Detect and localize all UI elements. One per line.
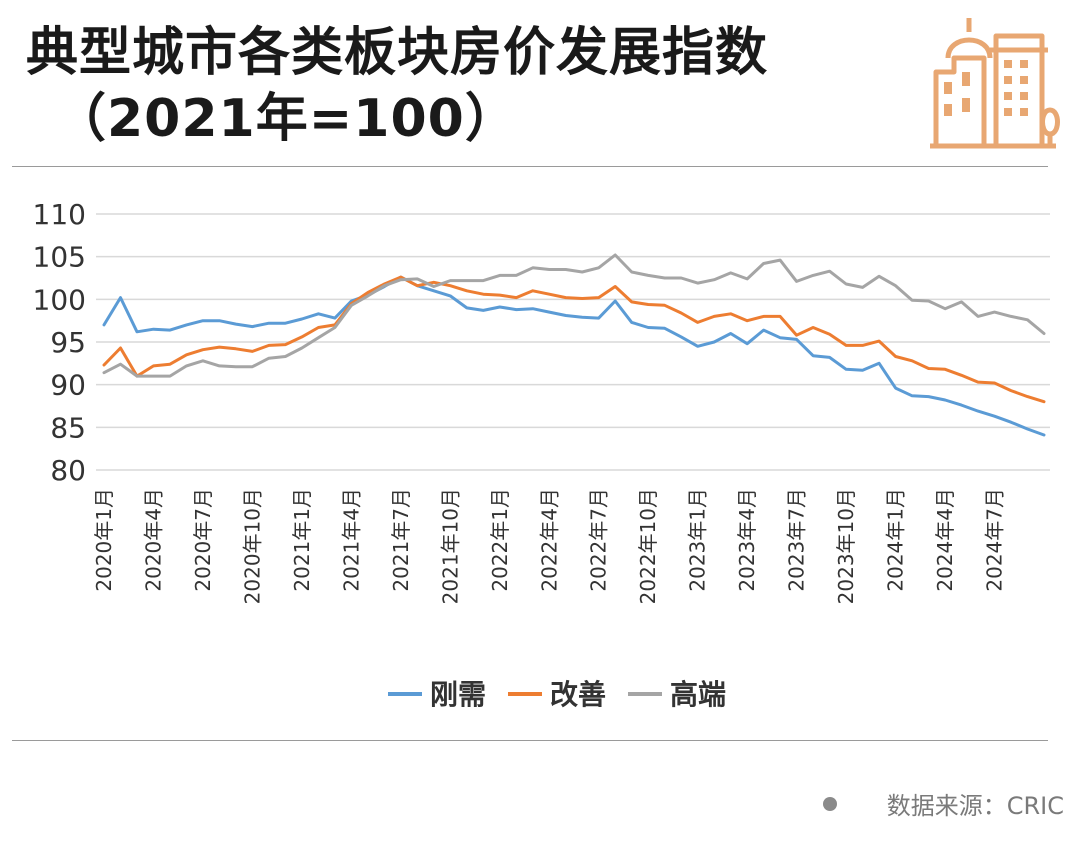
title-line-1: 典型城市各类板块房价发展指数 xyxy=(26,23,769,83)
top-divider xyxy=(12,166,1048,167)
y-tick-label: 110 xyxy=(33,198,86,231)
series-line-2 xyxy=(102,275,1046,404)
chart-title: 典型城市各类板块房价发展指数 （2021年=100） xyxy=(26,20,768,152)
x-tick-label: 2021年10月 xyxy=(438,488,462,604)
x-tick-label: 2022年7月 xyxy=(587,488,611,592)
y-tick-label: 85 xyxy=(50,411,86,444)
title-line-2: （2021年=100） xyxy=(54,89,518,149)
x-tick-label: 2023年1月 xyxy=(686,488,710,592)
y-tick-label: 105 xyxy=(33,241,86,274)
x-tick-label: 2023年10月 xyxy=(834,488,858,604)
x-tick-label: 2020年10月 xyxy=(240,488,264,604)
x-tick-label: 2024年4月 xyxy=(933,488,957,592)
x-tick-label: 2022年10月 xyxy=(636,488,660,604)
series-line-3 xyxy=(102,253,1046,378)
legend-label-3: 高端 xyxy=(670,678,726,711)
x-tick-label: 2021年7月 xyxy=(389,488,413,592)
x-tick-label: 2024年1月 xyxy=(884,488,908,592)
x-tick-label: 2020年4月 xyxy=(141,488,165,592)
legend-label-1: 刚需 xyxy=(430,678,486,711)
y-tick-label: 90 xyxy=(50,369,86,402)
y-tick-label: 80 xyxy=(50,454,86,487)
series-line-1 xyxy=(102,275,1046,437)
y-tick-label: 100 xyxy=(33,283,86,316)
line-chart: 80 85 90 95 100 105 110 2020年1月 2020年4月 2020年7月 20… xyxy=(33,198,1050,711)
x-tick-label: 2020年7月 xyxy=(191,488,215,592)
bottom-divider xyxy=(12,740,1048,741)
legend-label-2: 改善 xyxy=(550,678,606,711)
x-tick-label: 2022年4月 xyxy=(537,488,561,592)
bullet-dot xyxy=(822,796,837,811)
source-note: 数据来源：CRIC xyxy=(822,786,1064,821)
x-tick-label: 2023年7月 xyxy=(785,488,809,592)
x-tick-label: 2024年7月 xyxy=(983,488,1007,592)
source-text: 数据来源：CRIC xyxy=(886,792,1064,820)
x-tick-label: 2023年4月 xyxy=(735,488,759,592)
city-buildings-icon xyxy=(930,18,1060,149)
x-tick-label: 2021年4月 xyxy=(339,488,363,592)
x-tick-label: 2020年1月 xyxy=(92,488,116,592)
x-tick-label: 2021年1月 xyxy=(290,488,314,592)
x-tick-label: 2022年1月 xyxy=(488,488,512,592)
y-tick-label: 95 xyxy=(50,326,86,359)
